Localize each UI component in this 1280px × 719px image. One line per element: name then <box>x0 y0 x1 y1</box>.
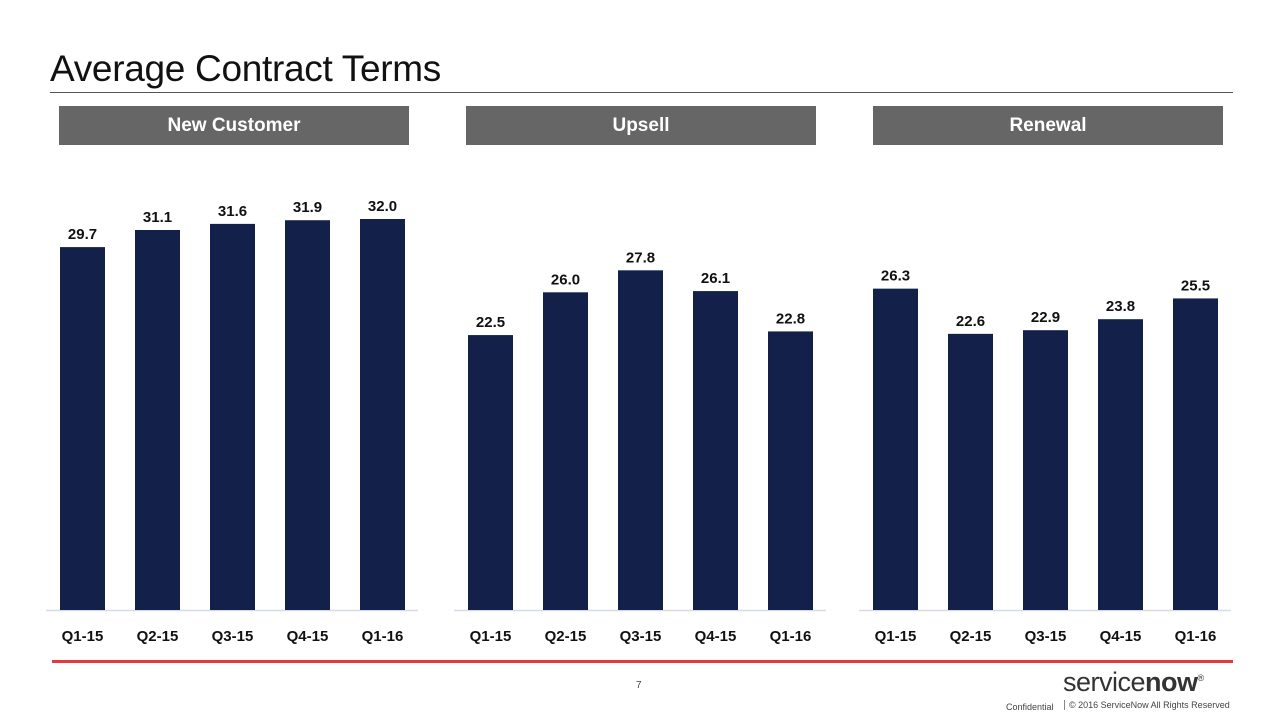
bar <box>618 270 663 610</box>
data-label: 27.8 <box>626 249 655 266</box>
bar <box>1023 330 1068 610</box>
title-divider <box>50 92 1233 93</box>
data-label: 22.6 <box>956 313 985 330</box>
bar <box>360 219 405 610</box>
bar <box>693 291 738 610</box>
x-tick-label: Q1-16 <box>1175 628 1217 645</box>
bar <box>285 220 330 611</box>
x-tick-label: Q1-15 <box>875 628 917 645</box>
chart-upsell: 22.5 Q1-15 26.0 Q2-15 27.8 Q3-15 26.1 Q4-15 22.8… <box>454 249 826 645</box>
panel-header-renewal: Renewal <box>873 106 1223 145</box>
x-tick-label: Q4-15 <box>695 628 737 645</box>
bar <box>873 288 918 610</box>
x-tick-label: Q1-15 <box>470 628 512 645</box>
bar <box>468 335 513 610</box>
data-label: 31.6 <box>218 203 247 220</box>
logo-registered-mark: ® <box>1197 673 1205 683</box>
x-tick-label: Q3-15 <box>1025 628 1067 645</box>
page-number: 7 <box>636 680 642 691</box>
data-label: 22.8 <box>776 310 805 327</box>
panel-header-upsell: Upsell <box>466 106 816 145</box>
bar <box>1098 319 1143 610</box>
logo-text-service: service <box>1063 667 1146 697</box>
x-tick-label: Q3-15 <box>620 628 662 645</box>
data-label: 26.1 <box>701 270 730 287</box>
x-tick-label: Q2-15 <box>950 628 992 645</box>
bar <box>135 229 180 610</box>
bar <box>210 223 255 610</box>
bar <box>948 333 993 610</box>
confidential-label: Confidential <box>1006 702 1054 712</box>
footer-divider <box>52 660 1233 663</box>
bar <box>1173 298 1218 610</box>
data-label: 22.9 <box>1031 309 1060 326</box>
page-title: Average Contract Terms <box>50 48 441 89</box>
data-label: 25.5 <box>1181 277 1210 294</box>
x-tick-label: Q4-15 <box>1100 628 1142 645</box>
data-label: 26.3 <box>881 268 910 285</box>
copyright-notice: © 2016 ServiceNow All Rights Reserved <box>1064 700 1230 710</box>
data-label: 29.7 <box>68 226 97 243</box>
x-tick-label: Q4-15 <box>287 628 329 645</box>
x-tick-label: Q2-15 <box>137 628 179 645</box>
bar <box>768 331 813 610</box>
data-label: 32.0 <box>368 198 397 215</box>
x-tick-label: Q3-15 <box>212 628 254 645</box>
data-label: 31.9 <box>293 199 322 216</box>
data-label: 26.0 <box>551 271 580 288</box>
data-label: 22.5 <box>476 314 505 331</box>
x-tick-label: Q1-16 <box>362 628 404 645</box>
chart-renewal: 26.3 Q1-15 22.6 Q2-15 22.9 Q3-15 23.8 Q4-15 25.5… <box>859 268 1231 645</box>
data-label: 23.8 <box>1106 298 1135 315</box>
x-tick-label: Q2-15 <box>545 628 587 645</box>
bar <box>543 292 588 610</box>
panel-header-new-customer: New Customer <box>59 106 409 145</box>
x-tick-label: Q1-15 <box>62 628 104 645</box>
data-label: 31.1 <box>143 209 172 226</box>
x-tick-label: Q1-16 <box>770 628 812 645</box>
logo-text-now: now <box>1145 667 1198 697</box>
bar <box>60 247 105 610</box>
chart-new-customer: 29.7 Q1-15 31.1 Q2-15 31.6 Q3-15 31.9 Q4-15 32.0… <box>46 198 418 645</box>
servicenow-logo: servicenow® <box>1063 667 1204 698</box>
